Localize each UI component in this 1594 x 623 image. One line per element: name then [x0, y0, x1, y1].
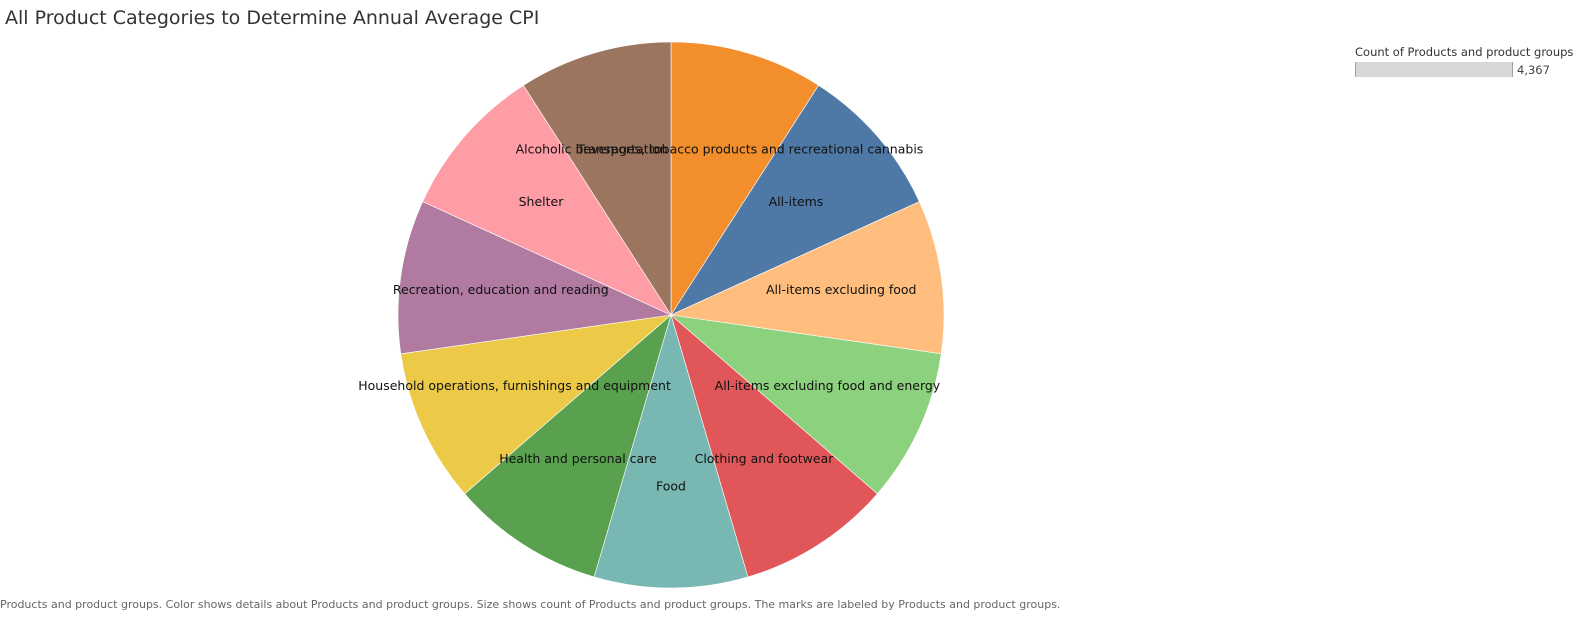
pie-slice-all-items[interactable] [670, 84, 920, 316]
pie-slice-health-and-personal-care[interactable] [464, 314, 672, 578]
size-legend: Count of Products and product groups 4,3… [1355, 45, 1590, 77]
pie-label-alcoholic-beverages-tobacco-products-and-recreational-cannabis: Alcoholic beverages, tobacco products an… [516, 141, 924, 156]
pie-slice-all-items-excluding-food[interactable] [669, 201, 945, 355]
pie-label-health-and-personal-care: Health and personal care [499, 451, 657, 466]
pie-slice-clothing-and-footwear[interactable] [670, 314, 878, 578]
pie-slice-transportation[interactable] [522, 41, 672, 317]
pie-label-recreation-education-and-reading: Recreation, education and reading [393, 282, 609, 297]
legend-value: 4,367 [1517, 62, 1550, 77]
pie-slice-recreation-education-and-reading[interactable] [397, 201, 673, 355]
legend-title: Count of Products and product groups [1355, 45, 1574, 59]
pie-label-all-items: All-items [769, 194, 824, 209]
pie-slice-household-operations-furnishings-and-equipment[interactable] [400, 314, 672, 495]
pie-slice-food[interactable] [593, 313, 749, 589]
pie-label-all-items-excluding-food: All-items excluding food [766, 282, 917, 297]
pie-label-shelter: Shelter [519, 194, 565, 209]
pie-labels: Alcoholic beverages, tobacco products an… [358, 141, 941, 493]
pie-slices [397, 41, 945, 589]
chart-title: All Product Categories to Determine Annu… [5, 7, 540, 29]
pie-label-household-operations-furnishings-and-equipment: Household operations, furnishings and eq… [358, 378, 671, 393]
pie-label-all-items-excluding-food-and-energy: All-items excluding food and energy [715, 378, 941, 393]
pie-label-transportation: Transportation [576, 141, 667, 156]
pie-slice-alcoholic-beverages-tobacco-products-and-recreational-cannabis[interactable] [670, 41, 820, 317]
pie-label-clothing-and-footwear: Clothing and footwear [695, 451, 835, 466]
pie-slice-shelter[interactable] [422, 84, 672, 316]
pie-label-food: Food [656, 478, 686, 493]
pie-slice-all-items-excluding-food-and-energy[interactable] [670, 314, 942, 495]
legend-row: 4,367 [1355, 62, 1590, 77]
chart-caption: Products and product groups. Color shows… [0, 598, 1061, 611]
legend-size-bar [1355, 62, 1513, 77]
